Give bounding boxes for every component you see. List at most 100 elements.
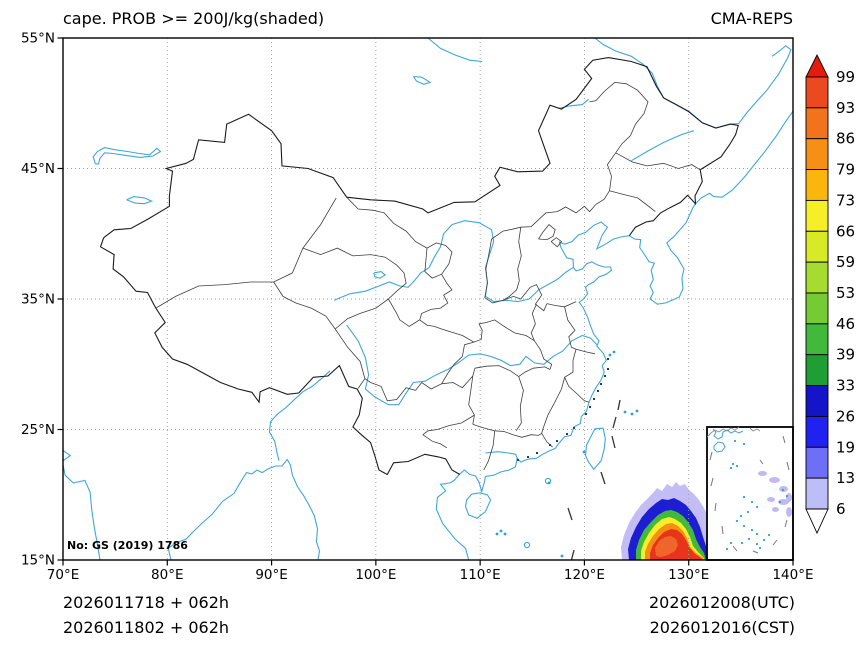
province-border — [546, 301, 577, 308]
dash-line-segment — [570, 549, 575, 560]
inset-dash-segment — [786, 461, 790, 471]
province-border — [589, 81, 649, 191]
inset-island-dot — [767, 533, 771, 537]
province-border — [422, 414, 475, 436]
colorbar-value-label: 13 — [836, 469, 855, 487]
inset-dash-segment — [772, 539, 778, 546]
inset-island-dot — [785, 494, 789, 498]
island-dot — [503, 532, 507, 536]
colorbar-value-label: 6 — [836, 500, 846, 518]
colorbar-value-label: 53 — [836, 284, 855, 302]
inset-island-dot — [746, 510, 750, 514]
coastal-islet-dot — [607, 358, 609, 360]
province-border — [415, 375, 474, 391]
coastline-river — [346, 324, 598, 406]
inset-shading-patch — [779, 486, 788, 492]
province-border — [419, 319, 535, 343]
inset-shading-patch — [769, 477, 780, 483]
colorbar-value-label: 39 — [836, 346, 855, 364]
province-border — [491, 190, 610, 240]
province-border — [155, 197, 337, 309]
inset-island-dot — [729, 466, 733, 470]
province-border — [334, 298, 389, 330]
colorbar-value-label: 59 — [836, 253, 855, 271]
inset-shading-patch — [786, 507, 792, 517]
province-border — [541, 388, 562, 434]
inset-coast-gray — [749, 427, 761, 432]
island-dot — [612, 350, 616, 354]
island-dot — [623, 410, 627, 414]
province-border — [302, 247, 407, 300]
inset-island-dot — [750, 500, 754, 504]
y-tick-label: 35°N — [21, 292, 55, 308]
coastline-river — [464, 492, 492, 519]
inset-island-dot — [742, 495, 746, 499]
inset-dash-segment — [714, 502, 717, 512]
dash-line-segment — [611, 435, 616, 449]
colorbar-segment — [805, 169, 829, 201]
inset-island-dot — [750, 528, 754, 532]
island-dot — [630, 412, 634, 416]
valid-time-cst: 2026012016(CST) — [649, 618, 795, 637]
province-border — [334, 328, 366, 389]
coastline-river — [412, 75, 432, 85]
south-china-sea-inset — [706, 426, 794, 561]
inset-coast-blue — [712, 428, 744, 440]
y-tick-label: 55°N — [21, 31, 55, 47]
province-border — [484, 238, 548, 312]
island-dot — [560, 554, 564, 558]
colorbar-value-label: 79 — [836, 161, 855, 179]
province-border — [564, 377, 590, 403]
inset-island-dot — [755, 532, 759, 536]
atoll-ring — [544, 477, 552, 485]
province-border — [534, 340, 553, 370]
province-border — [575, 348, 595, 355]
coastal-islet-dot — [549, 444, 551, 446]
x-tick-label: 140°E — [772, 567, 813, 583]
inset-dash-segment — [784, 519, 788, 528]
geography — [63, 38, 793, 560]
cape-probability-shading — [621, 482, 712, 560]
coastline-river — [435, 221, 630, 560]
coastline-river — [584, 427, 606, 471]
inset-dash-segment — [710, 477, 714, 487]
coastline-river — [63, 464, 101, 560]
colorbar: 99 93 86 79 73 66 59 53 46 39 33 26 19 13 6 — [805, 53, 855, 535]
coastal-islet-dot — [600, 383, 602, 385]
page-title: cape. PROB >= 200J/kg(shaded) — [63, 9, 325, 28]
dash-line-segment — [617, 399, 621, 411]
province-border — [441, 341, 475, 385]
dash-line-segment — [600, 471, 606, 485]
province-border — [468, 368, 476, 425]
axes: 70°E 80°E 90°E 100°E 110°E 120°E 130°E 140°E 55°… — [21, 31, 814, 584]
x-tick-label: 110°E — [460, 567, 501, 583]
coastline-river — [63, 449, 72, 462]
colorbar-segment — [805, 385, 829, 417]
inset-coast-gray — [706, 426, 740, 438]
colorbar-segment — [805, 138, 829, 171]
colorbar-value-label: 66 — [836, 222, 855, 240]
coastline-river — [126, 196, 154, 205]
inset-shading-patch — [767, 497, 775, 502]
colorbar-value-label: 19 — [836, 438, 855, 456]
coastal-islet-dot — [566, 433, 568, 435]
colorbar-segment — [805, 107, 829, 140]
inset-frame — [706, 426, 794, 561]
national-border — [103, 57, 740, 239]
inset-island-dot — [725, 547, 729, 551]
province-border — [518, 366, 551, 377]
inset-island-dot — [758, 546, 762, 550]
colorbar-value-label: 93 — [836, 99, 855, 117]
colorbar-value-label: 73 — [836, 191, 855, 209]
dash-line-segment — [612, 416, 617, 429]
province-border — [483, 430, 496, 471]
colorbar-segment — [805, 323, 829, 356]
colorbar-value-label: 99 — [836, 68, 855, 86]
coastline-river — [333, 220, 574, 303]
coastal-islet-dot — [536, 452, 538, 454]
province-border — [550, 237, 563, 248]
x-tick-label: 130°E — [668, 567, 709, 583]
island-dot — [495, 532, 499, 536]
colorbar-value-label: 86 — [836, 130, 855, 148]
inset-island-dot — [762, 538, 766, 542]
